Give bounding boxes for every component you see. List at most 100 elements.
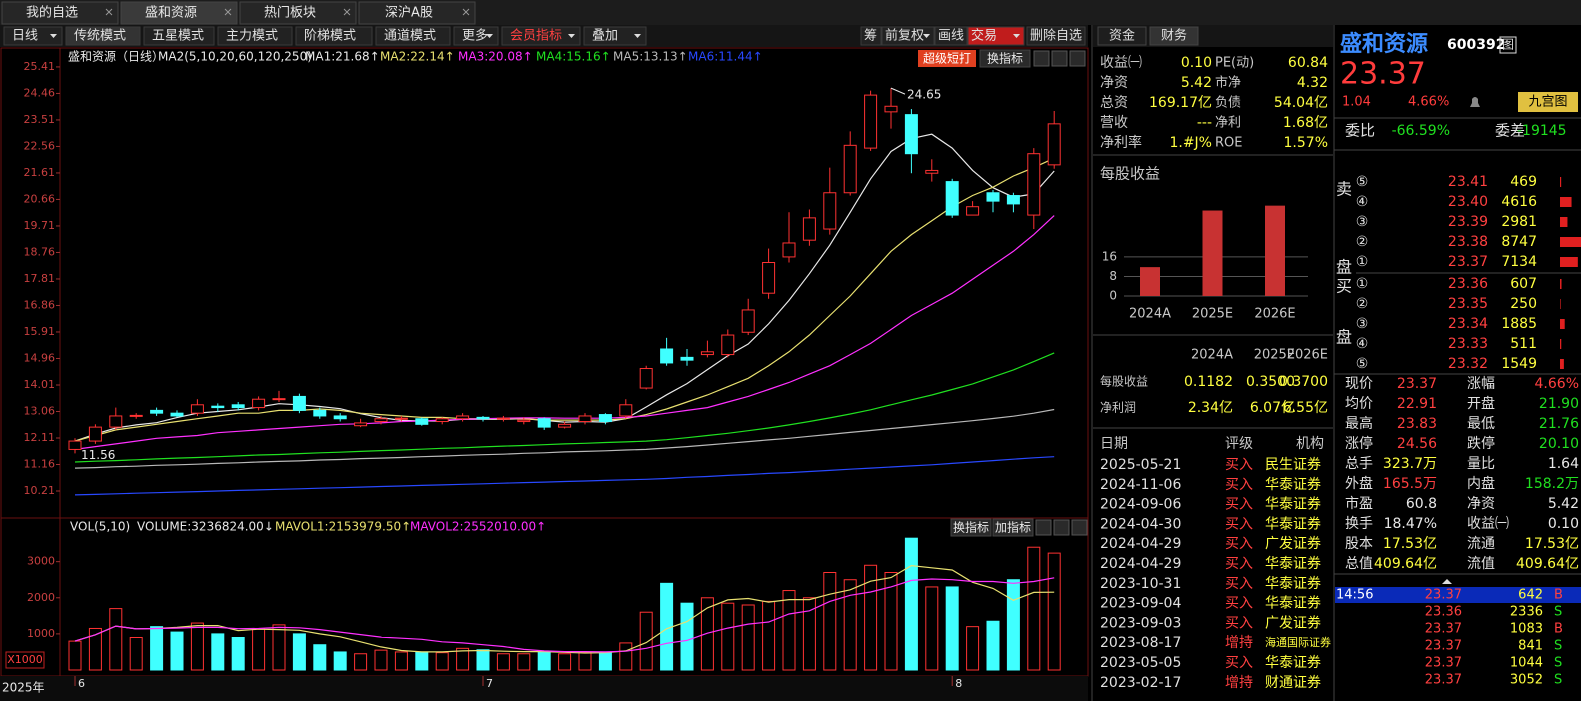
date-axis bbox=[0, 676, 1088, 701]
toolbar-label[interactable]: 主力模式 bbox=[226, 29, 278, 44]
high-marker bbox=[890, 87, 906, 95]
volume-bar bbox=[109, 608, 123, 671]
tab[interactable] bbox=[1, 1, 119, 25]
book-bar bbox=[1560, 257, 1578, 267]
volume-button[interactable] bbox=[950, 518, 992, 537]
grid-button[interactable] bbox=[1518, 92, 1578, 112]
tab-label[interactable]: 盛和资源 bbox=[145, 6, 197, 21]
volume-bar bbox=[272, 624, 286, 671]
chart-title: 盛和资源（日线） bbox=[68, 49, 164, 64]
y-tick-label: 21.61 bbox=[24, 166, 56, 179]
volume-button-label[interactable]: 换指标 bbox=[953, 520, 989, 535]
toolbar-label[interactable]: 交易 bbox=[971, 28, 997, 44]
icon-box[interactable] bbox=[1499, 36, 1517, 54]
volume-bar bbox=[333, 651, 347, 671]
stat-label: 开盘 bbox=[1467, 395, 1495, 412]
y-tick-label: 18.76 bbox=[24, 245, 56, 258]
candle-body bbox=[802, 217, 816, 241]
panel-tab[interactable] bbox=[1097, 26, 1147, 46]
volume-bar bbox=[660, 582, 674, 671]
toolbar-label[interactable]: 会员指标 bbox=[510, 29, 562, 44]
tab[interactable] bbox=[120, 1, 238, 25]
tab[interactable] bbox=[239, 1, 357, 25]
panel-tab-label[interactable]: 资金 bbox=[1109, 28, 1135, 44]
toolbar-button[interactable] bbox=[934, 26, 968, 46]
y-tick-label: 13.06 bbox=[24, 404, 56, 417]
rating-org: 华泰证券 bbox=[1265, 596, 1321, 612]
rating-date: 2024-04-29 bbox=[1100, 556, 1181, 572]
table-row-label: 每股收益 bbox=[1100, 374, 1148, 389]
pane-icon[interactable] bbox=[1035, 519, 1052, 536]
pane-icon[interactable] bbox=[1071, 519, 1088, 536]
kline-button[interactable] bbox=[979, 49, 1031, 68]
y-tick-label: 12.11 bbox=[24, 431, 56, 444]
tab[interactable] bbox=[358, 1, 476, 25]
pane-icon[interactable] bbox=[1053, 519, 1070, 536]
toolbar-label[interactable]: 阶梯模式 bbox=[304, 29, 356, 44]
ratings-header: 机构 bbox=[1296, 436, 1324, 452]
volume-bar bbox=[884, 572, 898, 671]
book-bar bbox=[1560, 279, 1562, 289]
toolbar-button[interactable] bbox=[501, 26, 581, 46]
toolbar-label[interactable]: 日线 bbox=[12, 29, 38, 44]
volume-bar bbox=[782, 590, 796, 671]
kline-button-label[interactable]: 超级短打 bbox=[923, 51, 971, 66]
book-price: 23.40 bbox=[1448, 194, 1488, 210]
toolbar-button[interactable] bbox=[295, 26, 373, 46]
y-tick-label: 3000 bbox=[27, 555, 55, 568]
volume-button-label[interactable]: 加指标 bbox=[995, 520, 1031, 535]
toolbar-button[interactable] bbox=[65, 26, 141, 46]
panel-tab-label[interactable]: 财务 bbox=[1161, 28, 1187, 44]
toolbar-label[interactable]: 更多 bbox=[462, 28, 488, 44]
icon-label[interactable]: 图 bbox=[1502, 38, 1514, 52]
stat-value: 4.66% bbox=[1535, 376, 1579, 392]
toolbar-label[interactable]: 通道模式 bbox=[384, 29, 436, 44]
toolbar-button[interactable] bbox=[3, 26, 63, 46]
toolbar-label[interactable]: 前复权 bbox=[885, 28, 924, 44]
toolbar-button[interactable] bbox=[967, 26, 1025, 46]
toolbar-button[interactable] bbox=[143, 26, 215, 46]
book-volume: 8747 bbox=[1501, 234, 1537, 250]
pane-icon[interactable] bbox=[1051, 50, 1068, 67]
rating-org: 华泰证券 bbox=[1265, 556, 1321, 572]
toolbar-label[interactable]: 删除自选 bbox=[1030, 29, 1082, 44]
toolbar-label[interactable]: 传统模式 bbox=[74, 29, 126, 44]
book-volume: 469 bbox=[1510, 174, 1537, 190]
toolbar-button[interactable] bbox=[217, 26, 293, 46]
stat-value: 323.7万 bbox=[1383, 456, 1437, 472]
y-tick-label: 23.51 bbox=[24, 113, 56, 126]
side-label: 买 bbox=[1336, 277, 1352, 296]
panel-tab[interactable] bbox=[1149, 26, 1199, 46]
table-header: 2026E bbox=[1287, 348, 1328, 363]
toolbar-button[interactable] bbox=[881, 26, 935, 46]
toolbar-label[interactable]: 叠加 bbox=[592, 29, 618, 44]
toolbar-label[interactable]: 筹 bbox=[864, 28, 877, 44]
toolbar-button[interactable] bbox=[375, 26, 451, 46]
volume-button[interactable] bbox=[992, 518, 1034, 537]
toolbar-label[interactable]: 五星模式 bbox=[152, 29, 204, 44]
legend-entry: MAVOL1:2153979.50↑ bbox=[275, 520, 411, 534]
grid-button-label[interactable]: 九宫图 bbox=[1528, 95, 1567, 110]
stat-label: 收益㈠ bbox=[1467, 516, 1509, 532]
kline-button-label[interactable]: 换指标 bbox=[987, 51, 1023, 66]
tab-label[interactable]: 我的自选 bbox=[26, 5, 78, 21]
toolbar-button[interactable] bbox=[1026, 26, 1086, 46]
candle-body bbox=[639, 368, 653, 389]
toolbar-button[interactable] bbox=[860, 26, 882, 46]
toolbar-button[interactable] bbox=[453, 26, 499, 46]
chart-title: VOL(5,10) bbox=[70, 520, 130, 534]
kline-button[interactable] bbox=[918, 50, 976, 67]
pane-icon[interactable] bbox=[1033, 50, 1050, 67]
pane-icon[interactable] bbox=[1069, 50, 1086, 67]
y-tick-label: 11.16 bbox=[24, 458, 56, 471]
book-bar bbox=[1560, 197, 1572, 207]
rating-date: 2023-05-05 bbox=[1100, 655, 1181, 671]
tab-label[interactable]: 深沪A股 bbox=[385, 5, 433, 21]
ma-line bbox=[74, 408, 1055, 469]
toolbar-label[interactable]: 画线 bbox=[938, 29, 964, 44]
candle-body bbox=[333, 415, 347, 420]
toolbar-button[interactable] bbox=[583, 26, 647, 46]
date-prefix: 2025年 bbox=[2, 681, 45, 695]
book-level: ④ bbox=[1356, 336, 1369, 352]
tab-label[interactable]: 热门板块 bbox=[264, 6, 316, 21]
